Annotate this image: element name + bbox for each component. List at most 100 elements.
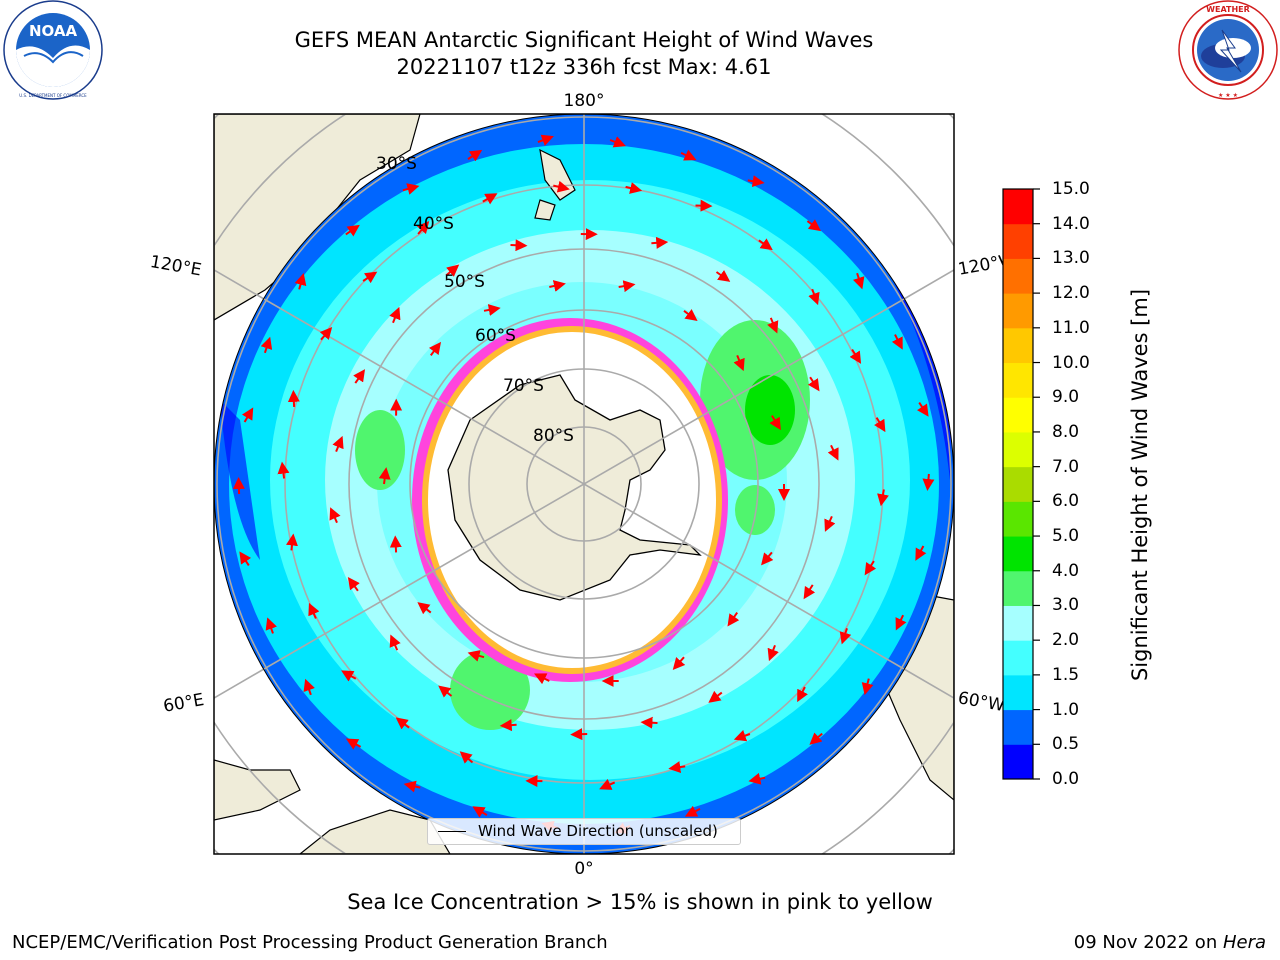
wave-direction-arrow	[549, 280, 566, 292]
wave-direction-arrow	[683, 308, 698, 321]
svg-text:U.S. DEPARTMENT OF COMMERCE: U.S. DEPARTMENT OF COMMERCE	[19, 93, 87, 98]
colorbar-tick-label: 13.0	[1052, 248, 1090, 269]
wave-direction-arrow	[672, 656, 686, 671]
lat-label-30s: 30°S	[376, 154, 417, 174]
lon-label-0: 0°	[574, 859, 593, 879]
lon-label-180: 180°	[564, 91, 605, 111]
wave-direction-arrow	[438, 685, 453, 698]
wave-direction-arrow	[378, 467, 391, 485]
wave-direction-arrow	[332, 435, 344, 452]
wave-direction-arrow	[416, 221, 430, 235]
colorbar-tick-label: 10.0	[1052, 352, 1090, 373]
lon-label-60e: 60°E	[162, 690, 206, 717]
wave-direction-arrow	[483, 304, 501, 316]
colorbar-tick-label: 11.0	[1052, 317, 1090, 338]
wave-direction-arrow	[839, 627, 852, 645]
wave-direction-arrow	[808, 288, 820, 306]
wave-direction-arrow	[445, 264, 460, 277]
wave-direction-arrow	[715, 270, 731, 282]
colorbar-tick-label: 4.0	[1052, 560, 1080, 581]
wave-direction-arrow	[403, 780, 421, 793]
wave-high-indian	[450, 650, 530, 730]
wave-direction-arrow	[684, 805, 701, 817]
svg-text:WEATHER: WEATHER	[1206, 5, 1250, 14]
colorbar-bin	[1003, 674, 1033, 711]
wave-direction-arrow	[553, 180, 570, 193]
wave-direction-arrow	[767, 644, 779, 662]
wave-direction-arrow	[287, 389, 300, 407]
wave-direction-arrow	[389, 535, 402, 553]
colorbar-label: Significant Height of Wind Waves [m]	[1128, 288, 1152, 682]
colorbar-tick-label: 7.0	[1052, 456, 1080, 477]
wave-direction-arrow	[345, 224, 360, 237]
wave-direction-arrow	[347, 577, 360, 592]
footer-host: Hera	[1222, 932, 1266, 953]
lat-label-60s: 60°S	[475, 326, 516, 346]
wave-direction-arrow	[389, 634, 401, 651]
wave-direction-arrow	[807, 376, 820, 392]
colorbar-bin	[1003, 640, 1033, 676]
wave-direction-arrow	[727, 612, 740, 627]
wave-direction-arrow	[534, 673, 550, 685]
nws-logo: WEATHER ★ ★ ★	[1178, 0, 1278, 100]
wave-direction-arrow	[499, 719, 517, 732]
footer-date-text: 09 Nov 2022 on	[1073, 932, 1223, 953]
colorbar-tick-label: 1.0	[1052, 699, 1080, 720]
graticule	[216, 114, 952, 854]
colorbar-tick-label: 0.5	[1052, 734, 1080, 755]
svg-text:NOAA: NOAA	[29, 22, 78, 40]
wave-direction-arrow	[537, 134, 554, 146]
lon-label-60w: 60°W	[956, 688, 1006, 716]
legend-label: Wind Wave Direction (unscaled)	[478, 822, 718, 840]
wave-direction-arrow	[827, 444, 839, 461]
wave-direction-arrow	[265, 617, 277, 634]
wave-direction-arrow	[761, 551, 774, 566]
colorbar-tick-label: 1.5	[1052, 664, 1080, 685]
wave-direction-arrow	[609, 136, 626, 148]
wave-direction-arrow	[402, 183, 420, 195]
wave-direction-arrow	[625, 182, 643, 194]
wave-direction-arrow	[803, 584, 816, 600]
colorbar-tick-label: 15.0	[1052, 179, 1090, 199]
colorbar-tick-label: 9.0	[1052, 387, 1080, 408]
wave-direction-arrow	[395, 717, 410, 730]
wave-direction-arrow	[874, 417, 886, 433]
wave-direction-arrow	[733, 355, 745, 372]
wave-direction-arrow	[482, 193, 498, 205]
wave-direction-arrow	[915, 545, 927, 561]
wave-direction-arrow	[428, 341, 442, 357]
colorbar-bin	[1003, 258, 1033, 294]
wave-direction-arrow	[891, 334, 903, 350]
colorbar-bin	[1003, 293, 1033, 329]
colorbar-bin	[1003, 605, 1033, 641]
footer-date: 09 Nov 2022 on Hera	[1074, 932, 1266, 953]
colorbar-bin	[1003, 431, 1033, 468]
colorbar-tick-label: 8.0	[1052, 421, 1080, 442]
wave-direction-arrow	[467, 650, 485, 662]
chart-title: GEFS MEAN Antarctic Significant Height o…	[294, 28, 874, 52]
wave-direction-arrow	[510, 239, 528, 252]
wave-direction-arrow	[467, 149, 483, 162]
wave-direction-arrow	[308, 602, 320, 619]
wave-direction-arrow	[748, 772, 766, 785]
wave-direction-arrow	[241, 407, 254, 423]
svg-text:★ ★ ★: ★ ★ ★	[1218, 92, 1238, 99]
wave-direction-arrow	[922, 473, 935, 491]
wave-direction-arrow	[277, 461, 290, 479]
wave-direction-arrow	[916, 402, 929, 417]
wave-direction-arrow	[286, 533, 298, 551]
noaa-logo: NOAA U.S. DEPARTMENT OF COMMERCE	[3, 0, 103, 100]
wave-direction-arrow	[294, 273, 307, 290]
land-antarctica	[447, 374, 702, 601]
colorbar-bin	[1003, 362, 1033, 398]
colorbar	[1003, 188, 1040, 780]
wave-direction-arrow	[345, 738, 362, 750]
wave-direction-arrow	[733, 729, 751, 742]
wave-direction-arrow	[809, 732, 823, 745]
chart-subtitle: 20221107 t12z 336h fcst Max: 4.61	[396, 55, 772, 79]
wave-direction-arrow	[389, 306, 401, 324]
colorbar-bin	[1003, 744, 1033, 780]
wave-direction-arrow	[769, 415, 781, 431]
footer-credit: NCEP/EMC/Verification Post Processing Pr…	[12, 932, 608, 953]
